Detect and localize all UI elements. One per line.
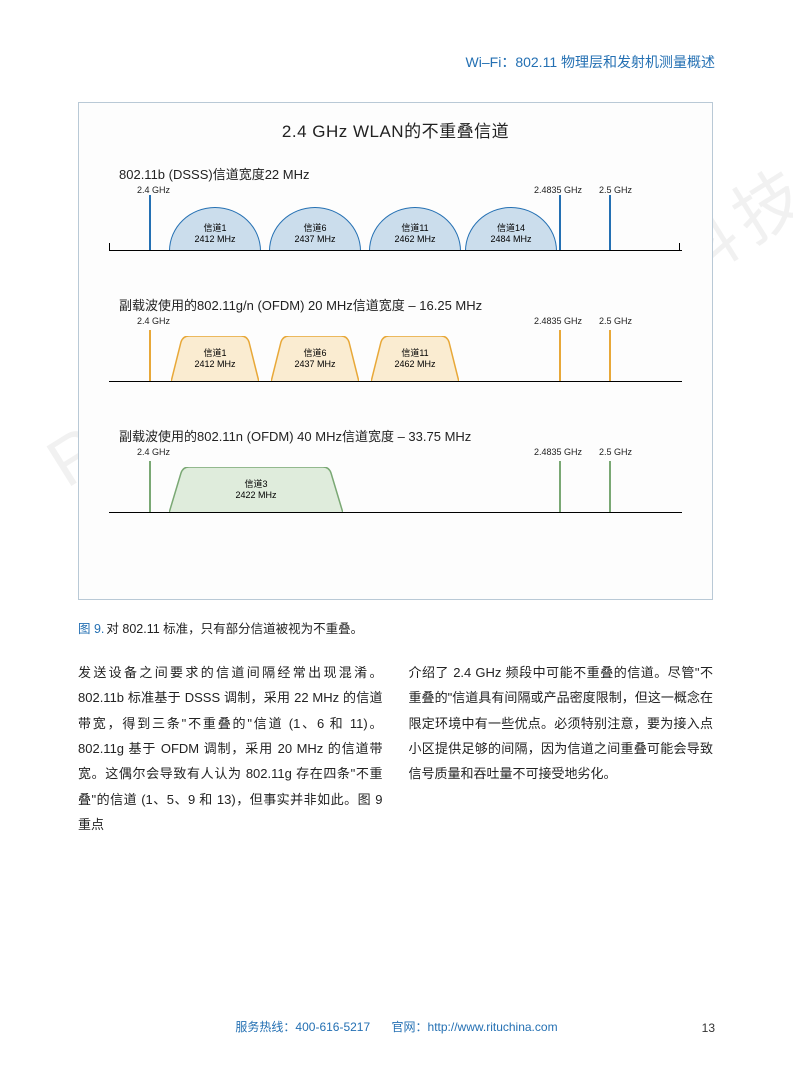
ofdm20-section: 副载波使用的802.11g/n (OFDM) 20 MHz信道宽度 – 16.2…	[119, 295, 672, 390]
ch-freq: 2422 MHz	[235, 490, 276, 500]
ch-name: 信道3	[244, 479, 267, 489]
site-label: 官网：	[392, 1020, 428, 1034]
figure-caption: 图 9.对 802.11 标准，只有部分信道被视为不重叠。	[78, 618, 363, 637]
ch-name: 信道1	[203, 348, 226, 358]
marker-line	[609, 330, 611, 382]
freq-left: 2.4 GHz	[137, 316, 170, 326]
ofdm-channel: 信道32422 MHz	[169, 467, 343, 513]
axis-line	[109, 250, 682, 251]
dsss-title: 802.11b (DSSS)信道宽度22 MHz	[119, 164, 672, 183]
channel-diagram: 2.4 GHz WLAN的不重叠信道 802.11b (DSSS)信道宽度22 …	[78, 102, 713, 600]
ofdm-channel: 信道112462 MHz	[371, 336, 459, 382]
freq-left: 2.4 GHz	[137, 185, 170, 195]
ch-freq: 2437 MHz	[294, 359, 335, 369]
freq-r2: 2.5 GHz	[599, 316, 632, 326]
freq-left: 2.4 GHz	[137, 447, 170, 457]
ch-freq: 2412 MHz	[194, 359, 235, 369]
marker-line	[609, 461, 611, 513]
page-header-title: Wi–Fi：802.11 物理层和发射机测量概述	[466, 52, 715, 72]
dsss-section: 802.11b (DSSS)信道宽度22 MHz 2.4 GHz 2.4835 …	[119, 164, 672, 259]
ch-name: 信道11	[401, 348, 428, 358]
hotline-label: 服务热线：	[235, 1020, 295, 1034]
ch-freq: 2484 MHz	[490, 234, 531, 244]
ch-freq: 2462 MHz	[394, 234, 435, 244]
dsss-channel: 信道142484 MHz	[465, 207, 557, 251]
body-col-1: 发送设备之间要求的信道间隔经常出现混淆。802.11b 标准基于 DSSS 调制…	[78, 660, 383, 837]
ofdm20-title: 副载波使用的802.11g/n (OFDM) 20 MHz信道宽度 – 16.2…	[119, 295, 672, 314]
body-col-2: 介绍了 2.4 GHz 频段中可能不重叠的信道。尽管"不重叠的"信道具有间隔或产…	[409, 660, 714, 837]
marker-line	[609, 195, 611, 251]
axis-line	[109, 381, 682, 382]
axis-line	[109, 512, 682, 513]
ofdm40-section: 副载波使用的802.11n (OFDM) 40 MHz信道宽度 – 33.75 …	[119, 426, 672, 521]
marker-line	[559, 195, 561, 251]
ofdm40-title: 副载波使用的802.11n (OFDM) 40 MHz信道宽度 – 33.75 …	[119, 426, 672, 445]
marker-line	[559, 461, 561, 513]
ch-freq: 2412 MHz	[194, 234, 235, 244]
ch-name: 信道6	[303, 348, 326, 358]
ch-name: 信道1	[203, 223, 226, 233]
ch-name: 信道11	[401, 223, 428, 233]
ofdm-channel: 信道12412 MHz	[171, 336, 259, 382]
body-columns: 发送设备之间要求的信道间隔经常出现混淆。802.11b 标准基于 DSSS 调制…	[78, 660, 713, 837]
dsss-channel: 信道112462 MHz	[369, 207, 461, 251]
site-url[interactable]: http://www.rituchina.com	[428, 1020, 558, 1034]
freq-r1: 2.4835 GHz	[534, 185, 582, 195]
marker-line	[149, 195, 151, 251]
ch-name: 信道14	[497, 223, 525, 233]
freq-r2: 2.5 GHz	[599, 447, 632, 457]
ch-name: 信道6	[303, 223, 326, 233]
figure-text: 对 802.11 标准，只有部分信道被视为不重叠。	[106, 622, 363, 636]
hotline-number: 400-616-5217	[295, 1020, 370, 1034]
footer: 服务热线：400-616-5217 官网：http://www.rituchin…	[0, 1018, 793, 1035]
diagram-title: 2.4 GHz WLAN的不重叠信道	[79, 117, 712, 142]
freq-r2: 2.5 GHz	[599, 185, 632, 195]
ch-freq: 2462 MHz	[394, 359, 435, 369]
ch-freq: 2437 MHz	[294, 234, 335, 244]
page-number: 13	[702, 1021, 715, 1035]
marker-line	[559, 330, 561, 382]
ofdm-channel: 信道62437 MHz	[271, 336, 359, 382]
dsss-channel: 信道12412 MHz	[169, 207, 261, 251]
freq-r1: 2.4835 GHz	[534, 316, 582, 326]
freq-r1: 2.4835 GHz	[534, 447, 582, 457]
figure-number: 图 9.	[78, 622, 104, 636]
marker-line	[149, 330, 151, 382]
dsss-channel: 信道62437 MHz	[269, 207, 361, 251]
marker-line	[149, 461, 151, 513]
